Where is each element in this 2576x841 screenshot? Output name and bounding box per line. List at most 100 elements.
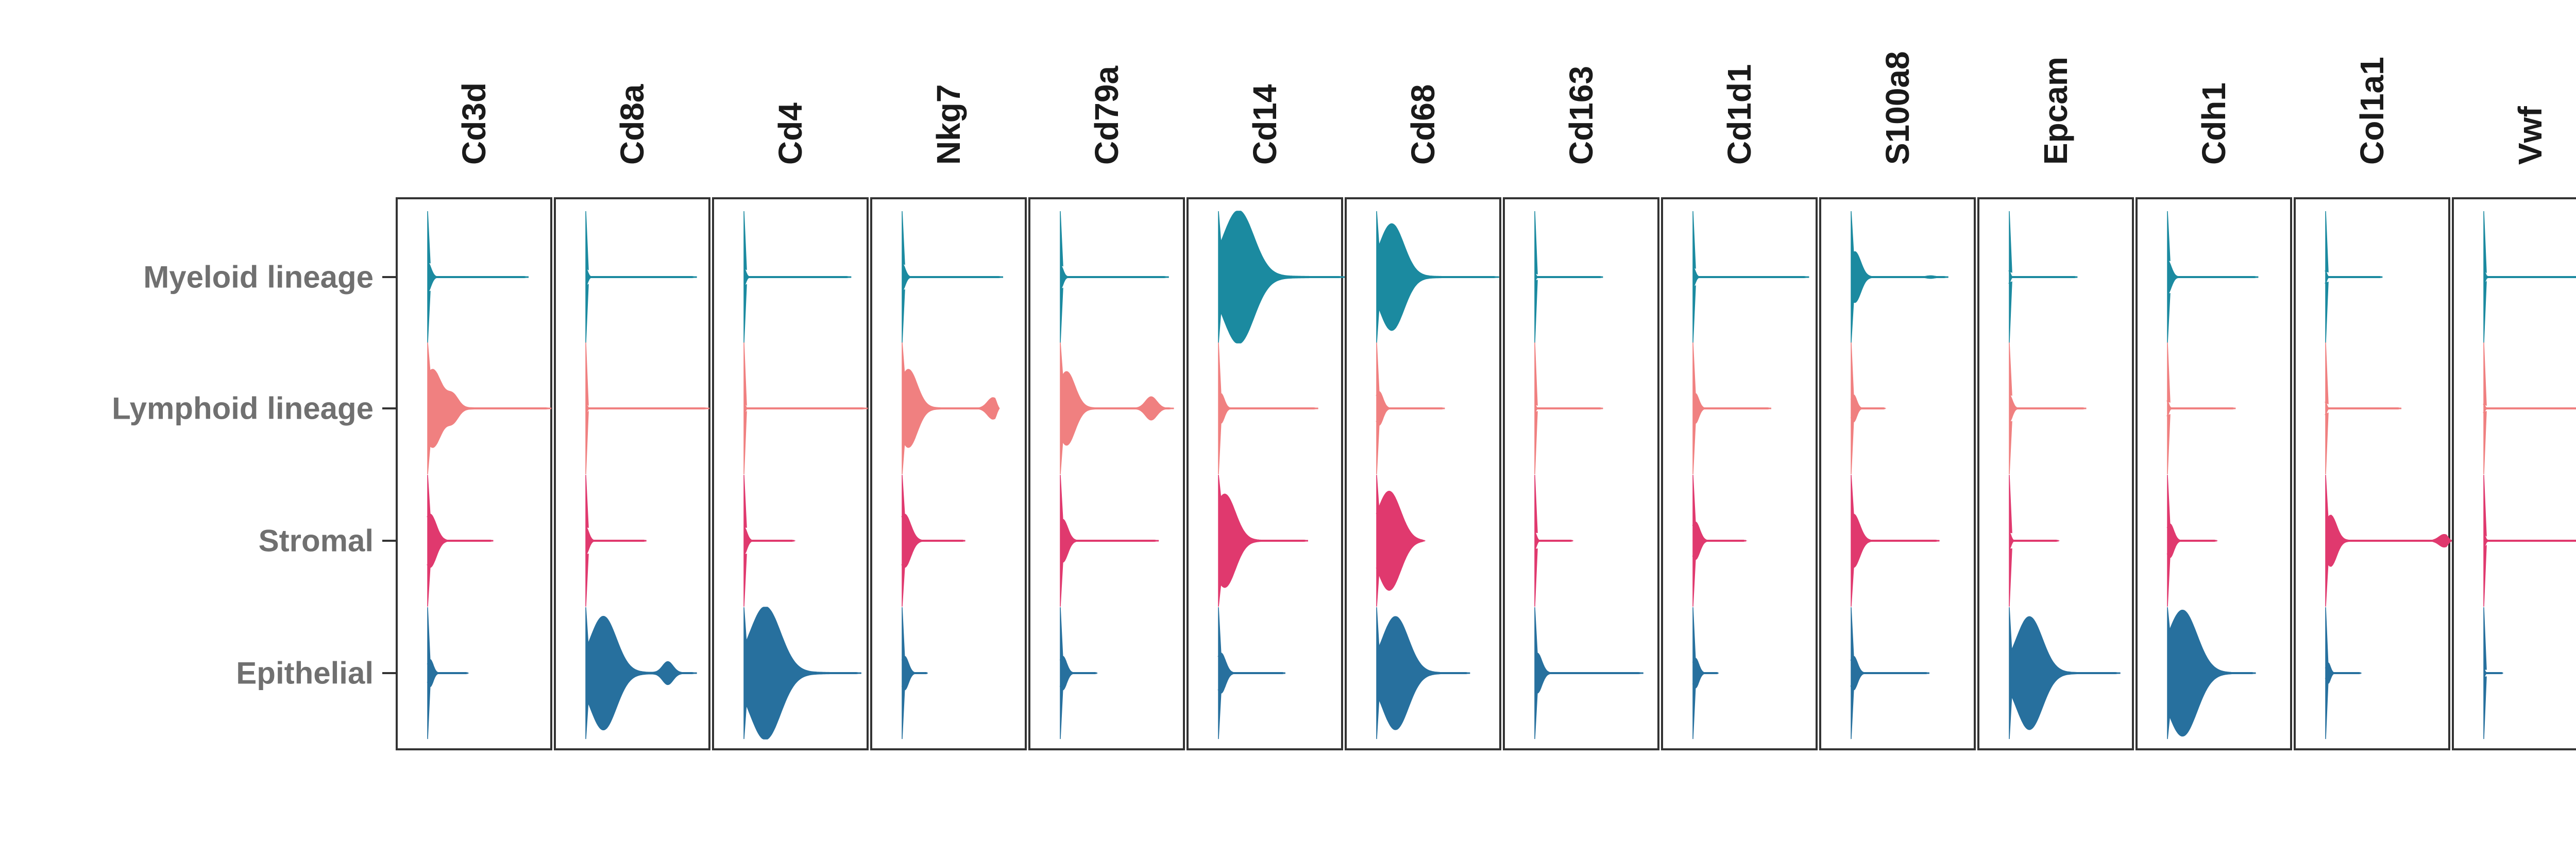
- violin-cd1d1-myeloid-lineage: [1692, 211, 1809, 344]
- gene-panel-cd3d: Cd3d: [396, 82, 552, 750]
- gene-panel-cd8a: Cd8a: [554, 84, 710, 750]
- panel-frame: [1661, 197, 1818, 750]
- violin-cd4-epithelial: [743, 607, 861, 740]
- violin-cd14-myeloid-lineage: [1218, 211, 1345, 344]
- violin-cd4-lymphoid-lineage: [743, 342, 868, 475]
- violin-cd79a-epithelial: [1059, 607, 1098, 740]
- gene-panels: Cd3d Cd8a Cd4 Nkg7 Cd79a Cd14 Cd68 Cd163 Cd1d1 S1…: [396, 51, 2576, 750]
- cell-type-labels: Myeloid lineage Lymphoid lineage Stromal Ep…: [112, 260, 397, 691]
- gene-label: Nkg7: [930, 84, 967, 165]
- violin-cd3d-myeloid-lineage: [427, 211, 529, 344]
- gene-panel-cd163: Cd163: [1503, 66, 1659, 750]
- cell-type-label: Epithelial: [236, 656, 374, 691]
- violin-cd1d1-lymphoid-lineage: [1692, 342, 1772, 475]
- violin-epcam-stromal: [2009, 474, 2060, 607]
- panel-frame: [1503, 197, 1659, 750]
- violin-vwf-lymphoid-lineage: [2482, 342, 2576, 475]
- violin-cd68-stromal: [1376, 474, 1426, 607]
- panel-frame: [396, 197, 552, 750]
- gene-label: Cd8a: [614, 84, 651, 165]
- violin-cd8a-myeloid-lineage: [585, 211, 697, 344]
- panel-frame: [2136, 197, 2292, 750]
- violin-cd4-stromal: [743, 474, 796, 607]
- gene-label: S100a8: [1879, 51, 1916, 165]
- gene-label: Cd68: [1404, 84, 1442, 165]
- violin-cd3d-lymphoid-lineage: [427, 342, 552, 475]
- panel-frame: [554, 197, 710, 750]
- panel-frame: [1977, 197, 2134, 750]
- violin-cd14-lymphoid-lineage: [1218, 342, 1318, 475]
- gene-label: Cdh1: [2195, 82, 2232, 165]
- violin-s100a8-epithelial: [1850, 607, 1930, 740]
- violin-epcam-myeloid-lineage: [2008, 211, 2078, 344]
- gene-label: Cd3d: [455, 82, 493, 165]
- gene-label: Vwf: [2512, 106, 2549, 165]
- violin-cd68-myeloid-lineage: [1376, 211, 1499, 344]
- violin-col1a1-myeloid-lineage: [2324, 211, 2383, 344]
- gene-panel-epcam: Epcam: [1977, 57, 2134, 750]
- violin-cd1d1-epithelial: [1692, 607, 1719, 740]
- cell-type-label: Myeloid lineage: [143, 260, 374, 295]
- gene-label: Col1a1: [2353, 57, 2391, 165]
- gene-panel-cd79a: Cd79a: [1028, 66, 1185, 750]
- violin-cd8a-stromal: [585, 474, 647, 607]
- violin-vwf-epithelial: [2483, 607, 2504, 740]
- violin-cd79a-lymphoid-lineage: [1060, 342, 1174, 475]
- violin-cd163-myeloid-lineage: [1534, 211, 1603, 344]
- violin-s100a8-stromal: [1851, 474, 1940, 607]
- violin-col1a1-lymphoid-lineage: [2324, 342, 2402, 475]
- violin-s100a8-lymphoid-lineage: [1850, 342, 1887, 475]
- violin-cd1d1-stromal: [1692, 474, 1748, 607]
- gene-panel-s100a8: S100a8: [1819, 51, 1976, 750]
- gene-panel-col1a1: Col1a1: [2294, 57, 2453, 750]
- violin-cd4-myeloid-lineage: [743, 211, 852, 344]
- gene-label: Cd1d1: [1721, 64, 1758, 165]
- violin-cd3d-epithelial: [427, 607, 469, 740]
- panel-frame: [870, 197, 1027, 750]
- panel-frame: [1187, 197, 1343, 750]
- violin-col1a1-epithelial: [2325, 607, 2362, 740]
- panel-frame: [1819, 197, 1976, 750]
- violin-cdh1-epithelial: [2167, 607, 2256, 740]
- panel-frame: [1345, 197, 1501, 750]
- violin-cd79a-stromal: [1060, 474, 1159, 607]
- violin-cd163-stromal: [1534, 474, 1574, 607]
- violin-vwf-myeloid-lineage: [2483, 211, 2576, 344]
- panel-frame: [2452, 197, 2576, 750]
- gene-panel-cd14: Cd14: [1187, 84, 1345, 750]
- gene-label: Cd79a: [1088, 66, 1125, 165]
- violin-epcam-lymphoid-lineage: [2009, 342, 2087, 475]
- violin-cd8a-epithelial: [585, 607, 697, 740]
- gene-panel-cd68: Cd68: [1345, 84, 1501, 750]
- violin-cdh1-stromal: [2166, 474, 2218, 607]
- cell-type-label: Stromal: [259, 524, 374, 558]
- violin-cd79a-myeloid-lineage: [1060, 211, 1169, 344]
- gene-label: Cd4: [772, 102, 809, 165]
- violin-cd14-epithelial: [1217, 607, 1285, 740]
- gene-label: Epcam: [2037, 57, 2074, 165]
- violin-nkg7-epithelial: [901, 607, 928, 740]
- gene-panel-nkg7: Nkg7: [870, 84, 1027, 750]
- violin-cd3d-stromal: [426, 474, 494, 607]
- violin-cd163-epithelial: [1534, 607, 1643, 740]
- violin-cdh1-lymphoid-lineage: [2166, 342, 2236, 475]
- violin-cd68-epithelial: [1376, 607, 1470, 740]
- violin-nkg7-lymphoid-lineage: [902, 342, 1000, 475]
- violin-cd68-lymphoid-lineage: [1376, 342, 1445, 475]
- gene-panel-cdh1: Cdh1: [2136, 82, 2292, 750]
- panel-frame: [2294, 197, 2450, 750]
- gene-label: Cd163: [1563, 66, 1600, 165]
- violin-col1a1-stromal: [2325, 474, 2453, 607]
- violin-vwf-stromal: [2483, 474, 2576, 607]
- violin-s100a8-myeloid-lineage: [1851, 211, 1948, 344]
- gene-panel-vwf: Vwf: [2452, 106, 2576, 750]
- violin-cd163-lymphoid-lineage: [1534, 342, 1603, 475]
- panel-frame: [712, 197, 869, 750]
- violin-cd14-stromal: [1218, 474, 1309, 607]
- violin-epcam-epithelial: [2009, 607, 2121, 740]
- gene-panel-cd4: Cd4: [712, 102, 869, 750]
- violin-cd8a-lymphoid-lineage: [585, 342, 710, 475]
- gene-label: Cd14: [1246, 84, 1283, 165]
- violin-cdh1-myeloid-lineage: [2167, 211, 2259, 344]
